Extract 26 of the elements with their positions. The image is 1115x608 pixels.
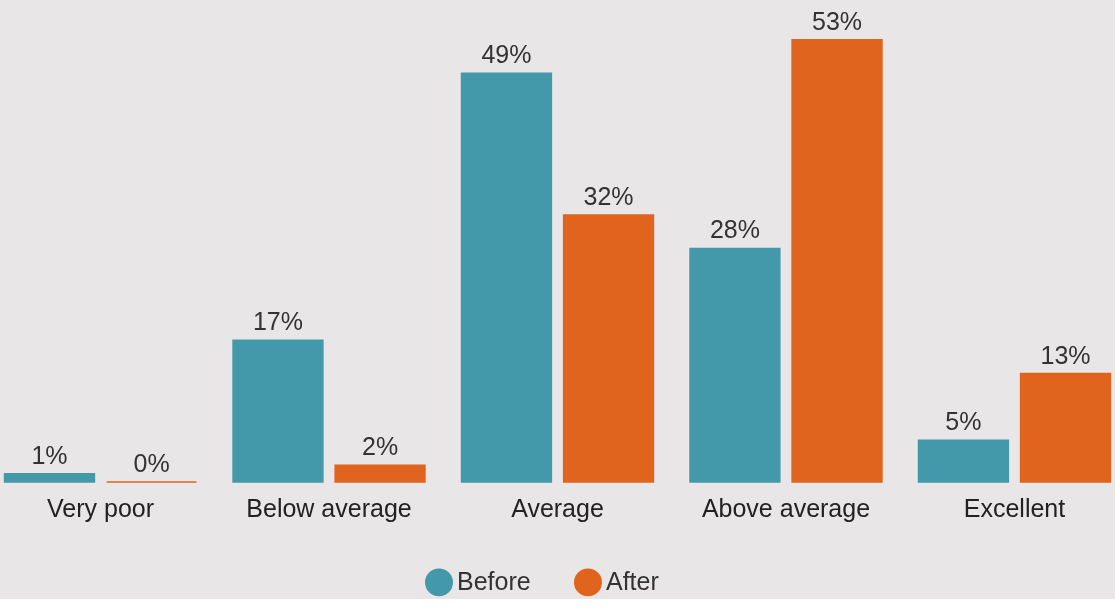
x-tick-label: Very poor — [47, 493, 155, 522]
bar — [3, 472, 96, 483]
bar — [562, 214, 655, 483]
legend-label: Before — [457, 567, 531, 596]
data-label: 5% — [945, 407, 982, 436]
bar — [460, 72, 553, 483]
data-label: 2% — [361, 432, 399, 461]
data-label: 1% — [31, 440, 68, 469]
legend-label: After — [606, 567, 659, 596]
data-label: 13% — [1040, 340, 1091, 369]
x-tick-label: Above average — [701, 493, 871, 522]
data-label: 32% — [583, 182, 634, 211]
bar — [334, 464, 426, 483]
bar — [232, 339, 324, 483]
data-label: 28% — [709, 215, 760, 244]
bar — [917, 439, 1010, 483]
bar — [1019, 372, 1112, 483]
x-tick-label: Below average — [246, 493, 412, 522]
data-label: 0% — [133, 449, 170, 477]
data-label: 53% — [812, 6, 863, 35]
bar — [791, 39, 883, 483]
x-tick-label: Average — [511, 493, 604, 522]
x-tick-label: Excellent — [963, 493, 1066, 522]
data-label: 17% — [252, 307, 303, 336]
bar — [689, 247, 781, 483]
data-label: 49% — [481, 40, 532, 69]
